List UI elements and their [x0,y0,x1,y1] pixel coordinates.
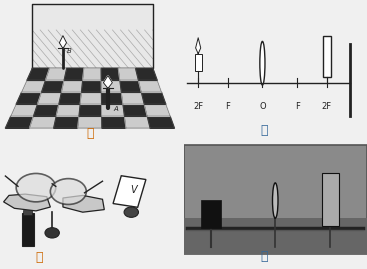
Text: 乙: 乙 [261,123,268,137]
Circle shape [45,228,59,238]
FancyBboxPatch shape [22,214,34,246]
FancyBboxPatch shape [201,200,221,228]
FancyBboxPatch shape [184,218,367,254]
Polygon shape [139,80,161,92]
Text: 2F: 2F [321,102,332,111]
Polygon shape [123,104,148,116]
Polygon shape [78,116,102,128]
Polygon shape [59,92,81,104]
Polygon shape [41,80,64,92]
FancyBboxPatch shape [23,210,32,215]
Polygon shape [136,68,157,80]
Polygon shape [103,76,112,89]
Polygon shape [33,104,59,116]
Text: A: A [113,106,118,112]
Polygon shape [81,80,102,92]
Polygon shape [6,116,33,128]
Text: 甲: 甲 [86,127,94,140]
Polygon shape [102,92,123,104]
Circle shape [50,179,86,204]
Polygon shape [46,68,67,80]
FancyBboxPatch shape [322,173,338,226]
Polygon shape [80,92,102,104]
Polygon shape [120,80,142,92]
Polygon shape [83,68,101,80]
Circle shape [124,207,138,217]
Text: 2F: 2F [193,102,203,111]
Polygon shape [79,104,102,116]
Polygon shape [59,36,66,48]
Polygon shape [22,80,46,92]
Polygon shape [142,92,166,104]
Text: F: F [295,102,300,111]
Polygon shape [16,92,41,104]
FancyBboxPatch shape [184,145,367,254]
Polygon shape [102,116,126,128]
Polygon shape [63,195,104,212]
Text: 丁: 丁 [261,250,268,263]
Polygon shape [121,92,145,104]
Polygon shape [56,104,80,116]
Text: 丙: 丙 [36,251,43,264]
Polygon shape [62,80,83,92]
Polygon shape [11,104,37,116]
Ellipse shape [260,41,265,85]
Polygon shape [101,68,120,80]
Polygon shape [113,176,146,207]
Polygon shape [119,68,139,80]
Text: F: F [225,102,230,111]
Polygon shape [29,116,56,128]
FancyBboxPatch shape [323,36,331,77]
Polygon shape [32,4,153,68]
Polygon shape [64,68,84,80]
Polygon shape [102,104,124,116]
Polygon shape [196,38,201,54]
Polygon shape [54,116,79,128]
Ellipse shape [272,183,278,218]
Polygon shape [124,116,150,128]
Text: B: B [66,48,71,54]
Polygon shape [101,80,121,92]
Polygon shape [145,104,170,116]
Polygon shape [27,68,50,80]
Polygon shape [148,116,174,128]
FancyBboxPatch shape [195,54,202,71]
Text: O: O [259,102,266,111]
Polygon shape [4,194,50,211]
Polygon shape [37,92,62,104]
Text: V: V [130,185,137,195]
Circle shape [16,174,56,202]
